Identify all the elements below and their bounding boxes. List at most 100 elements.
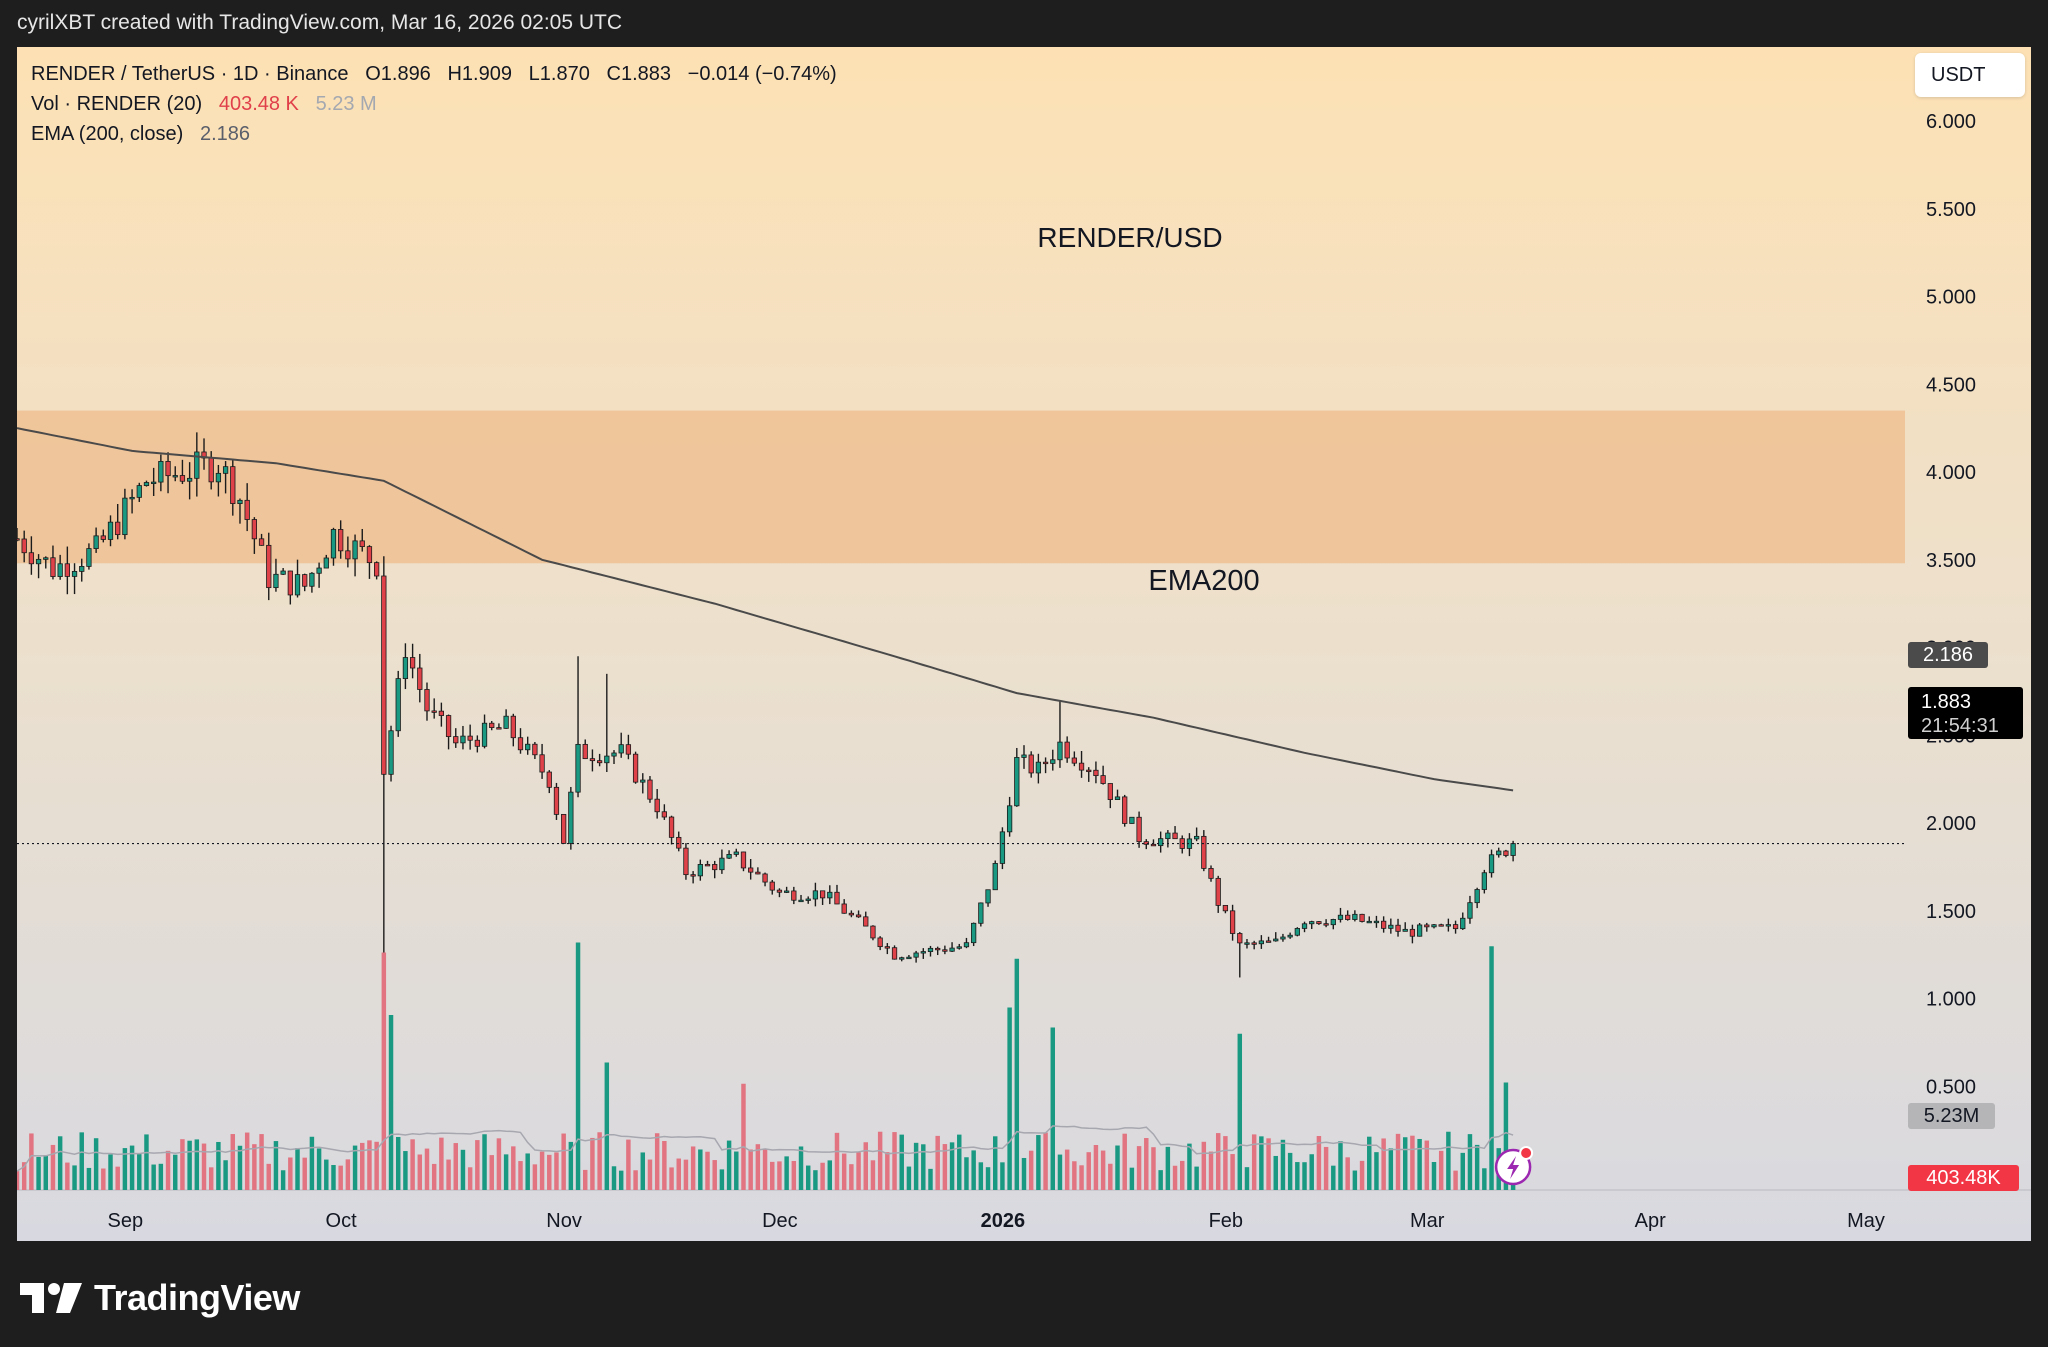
volume-bar (863, 1142, 868, 1190)
price-chart[interactable]: 6.0005.5005.0004.5004.0003.5003.0002.500… (17, 47, 2031, 1241)
candle (740, 851, 747, 872)
volume-ma-price-label: 5.23M (1908, 1103, 1995, 1129)
candle-body (704, 864, 711, 867)
candle (748, 859, 754, 880)
volume-bar (374, 1141, 379, 1190)
volume-bar (964, 1157, 969, 1190)
candle (539, 743, 545, 779)
candle-body (388, 730, 394, 775)
candle (827, 885, 833, 905)
candle-body (17, 538, 20, 541)
candle (532, 742, 538, 760)
candle (438, 702, 445, 727)
candle (1366, 916, 1372, 924)
volume-bar (618, 1170, 624, 1190)
volume-bar (1503, 1082, 1509, 1190)
currency-button[interactable]: USDT (1915, 53, 2025, 97)
candle-body (1359, 913, 1365, 922)
candle-body (194, 451, 200, 479)
candle-body (445, 715, 452, 737)
candle (906, 954, 912, 960)
x-tick-label: Feb (1209, 1210, 1243, 1232)
volume-bar (1028, 1150, 1034, 1190)
candle-body (935, 947, 941, 951)
ema-row: EMA (200, close) 2.186 (31, 119, 837, 149)
candle-body (1474, 889, 1480, 904)
candle (668, 815, 675, 845)
candle-body (1460, 917, 1466, 930)
ema200-line (17, 427, 1514, 792)
tradingview-logo[interactable]: TradingView (20, 1277, 300, 1318)
candle-body (632, 753, 639, 783)
candle-body (899, 957, 905, 960)
volume-bar (216, 1141, 221, 1190)
ohlc-change: −0.014 (−0.74%) (687, 63, 837, 85)
volume-bar (820, 1162, 825, 1190)
candle (1388, 918, 1394, 934)
candle (417, 653, 423, 703)
candle (568, 786, 574, 850)
volume-bar (288, 1157, 293, 1190)
candle-body (963, 942, 970, 948)
candle-body (1201, 835, 1207, 869)
volume-bar (1359, 1160, 1365, 1190)
volume-bar (1014, 958, 1020, 1190)
y-tick-label: 1.000 (1926, 989, 1976, 1011)
volume-bar (187, 1140, 192, 1190)
candle (489, 720, 495, 731)
volume-bar (1172, 1165, 1178, 1190)
chart-panel[interactable]: 6.0005.5005.0004.5004.0003.5003.0002.500… (17, 47, 2031, 1241)
candle-body (1395, 924, 1401, 932)
candle (1057, 700, 1063, 768)
candle-body (654, 798, 660, 813)
volume-bar (741, 1083, 746, 1190)
candle (805, 896, 811, 904)
candle-body (575, 743, 581, 793)
volume-indicator-label[interactable]: Vol · RENDER (20) (31, 93, 203, 115)
volume-bar (1287, 1152, 1293, 1190)
symbol-label[interactable]: RENDER / TetherUS · 1D · Binance (31, 63, 349, 85)
candle-body (769, 881, 775, 891)
candle (1316, 921, 1322, 925)
candle (129, 489, 135, 514)
volume-bar (1367, 1136, 1372, 1190)
candle-body (409, 657, 416, 669)
candle (1014, 747, 1020, 807)
volume-bar (1057, 1154, 1063, 1190)
volume-bar (1136, 1146, 1142, 1190)
volume-bar (734, 1151, 739, 1190)
volume-bar (244, 1132, 250, 1190)
candle (266, 532, 272, 601)
candle (525, 736, 531, 755)
ema-indicator-label[interactable]: EMA (200, close) (31, 123, 184, 145)
candle (431, 698, 437, 719)
volume-bar (266, 1163, 271, 1190)
candle-body (165, 461, 171, 477)
candle (1373, 915, 1380, 928)
candle-body (266, 544, 272, 589)
volume-bar (352, 1145, 358, 1190)
volume-bar (640, 1152, 646, 1190)
candle (1251, 940, 1257, 950)
candle (676, 831, 682, 852)
candle-body (323, 557, 329, 569)
volume-bar (992, 1136, 998, 1190)
candle (798, 894, 804, 903)
candle (1265, 936, 1272, 943)
candle (374, 561, 380, 580)
candle (1042, 757, 1049, 774)
candle-body (1438, 924, 1444, 927)
volume-bar (654, 1133, 660, 1190)
candle (1395, 918, 1401, 937)
candle-body (1028, 754, 1034, 774)
candle (395, 670, 401, 737)
volume-bar (1474, 1144, 1480, 1190)
candle-body (186, 477, 193, 482)
volume-bar (626, 1139, 631, 1190)
candle-body (532, 743, 538, 756)
candle (151, 467, 157, 496)
candle (474, 735, 480, 753)
candle (186, 462, 193, 500)
candle-body (690, 874, 696, 877)
candle-body (143, 482, 150, 486)
